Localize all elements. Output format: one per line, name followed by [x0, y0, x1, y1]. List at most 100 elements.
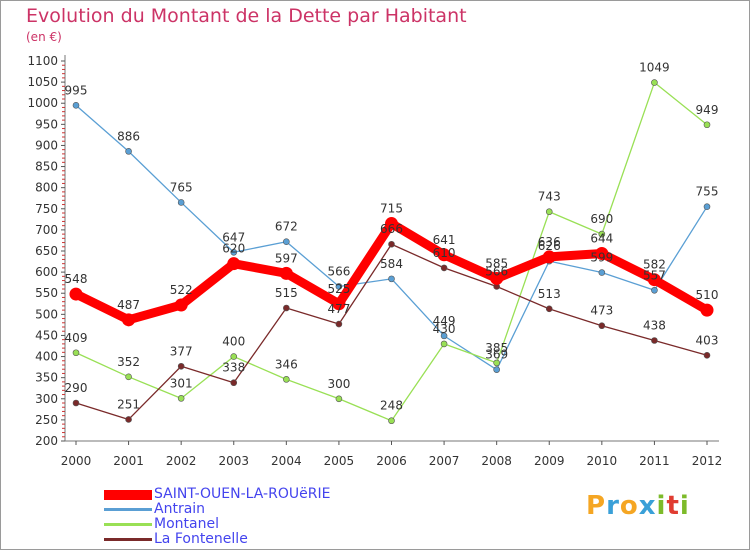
- data-label-montanel: 385: [485, 341, 508, 355]
- data-label-saint-ouen-la-rou-rie: 582: [643, 258, 666, 272]
- data-label-saint-ouen-la-rou-rie: 641: [433, 233, 456, 247]
- data-point-montanel: [703, 121, 711, 129]
- data-label-antrain: 886: [117, 129, 140, 143]
- data-label-montanel: 409: [65, 331, 88, 345]
- data-point-antrain: [493, 366, 500, 373]
- data-label-montanel: 400: [222, 335, 245, 349]
- data-point-la-fontenelle: [651, 337, 658, 344]
- chart-subtitle: (en €): [26, 30, 62, 44]
- y-tick-label: 450: [35, 328, 58, 342]
- x-tick-label: 2012: [692, 454, 723, 468]
- proxiti-logo: Proxiti: [586, 491, 690, 521]
- data-point-la-fontenelle: [703, 351, 711, 359]
- y-tick-label: 350: [35, 371, 58, 385]
- data-label-montanel: 301: [170, 376, 193, 390]
- data-label-la-fontenelle: 403: [696, 333, 719, 347]
- y-tick-label: 850: [35, 160, 58, 174]
- data-point-saint-ouen-la-rou-rie: [542, 250, 556, 264]
- data-label-saint-ouen-la-rou-rie: 525: [327, 282, 350, 296]
- data-point-montanel: [545, 208, 553, 216]
- data-point-antrain: [125, 148, 132, 155]
- data-point-la-fontenelle: [230, 379, 238, 387]
- data-point-antrain: [703, 203, 711, 210]
- legend-label: SAINT-OUEN-LA-ROUëRIE: [154, 486, 331, 502]
- data-label-antrain: 449: [433, 314, 456, 328]
- data-point-saint-ouen-la-rou-rie: [227, 257, 241, 271]
- legend-swatch: [104, 490, 152, 500]
- logo-letter: r: [606, 491, 620, 521]
- data-point-saint-ouen-la-rou-rie: [279, 266, 293, 280]
- data-label-saint-ouen-la-rou-rie: 644: [590, 232, 613, 246]
- data-label-montanel: 743: [538, 190, 561, 204]
- data-label-montanel: 949: [696, 103, 719, 117]
- data-point-saint-ouen-la-rou-rie: [700, 303, 714, 317]
- data-label-montanel: 352: [117, 355, 140, 369]
- data-label-la-fontenelle: 251: [117, 397, 140, 411]
- x-tick-label: 2002: [166, 454, 197, 468]
- y-tick-label: 950: [35, 117, 58, 131]
- data-label-saint-ouen-la-rou-rie: 715: [380, 202, 403, 216]
- data-point-montanel: [230, 353, 238, 360]
- data-point-saint-ouen-la-rou-rie: [385, 217, 398, 231]
- data-point-montanel: [651, 79, 658, 86]
- data-label-la-fontenelle: 513: [538, 287, 561, 301]
- data-point-la-fontenelle: [283, 304, 290, 312]
- legend-swatch: [104, 508, 152, 511]
- data-point-antrain: [651, 286, 658, 294]
- data-point-la-fontenelle: [177, 362, 185, 370]
- legend-label: La Fontenelle: [154, 531, 248, 547]
- y-tick-label: 1100: [27, 54, 58, 68]
- y-tick-label: 400: [35, 350, 58, 364]
- logo-letter: P: [586, 491, 607, 521]
- data-point-antrain: [440, 332, 448, 340]
- y-tick-label: 800: [35, 181, 58, 195]
- data-label-la-fontenelle: 438: [643, 319, 666, 333]
- data-point-antrain: [598, 269, 606, 276]
- data-point-la-fontenelle: [598, 322, 606, 330]
- data-label-montanel: 346: [275, 357, 298, 371]
- data-point-montanel: [177, 395, 185, 402]
- data-labels: 995 886 765 647 672 566 584 449 369 626 599 557 755 4…: [65, 61, 719, 413]
- data-point-antrain: [388, 275, 395, 283]
- data-point-saint-ouen-la-rou-rie: [647, 273, 661, 287]
- legend-label: Antrain: [154, 501, 206, 517]
- data-label-antrain: 755: [696, 185, 719, 199]
- legend-label: Montanel: [154, 516, 219, 532]
- data-point-la-fontenelle: [72, 399, 80, 407]
- y-tick-label: 250: [35, 413, 58, 427]
- data-point-montanel: [388, 417, 395, 425]
- y-tick-label: 700: [35, 223, 58, 237]
- x-tick-label: 2003: [218, 454, 249, 468]
- x-tick-label: 2010: [587, 454, 618, 468]
- logo-letter: i: [656, 491, 667, 521]
- logo-letter: x: [638, 491, 657, 521]
- y-tick-label: 650: [35, 244, 58, 258]
- y-tick-label: 550: [35, 286, 58, 300]
- data-label-saint-ouen-la-rou-rie: 487: [117, 298, 140, 312]
- data-label-antrain: 566: [327, 264, 350, 278]
- data-label-la-fontenelle: 338: [222, 361, 245, 375]
- data-point-antrain: [230, 248, 238, 256]
- data-point-la-fontenelle: [125, 416, 132, 423]
- data-label-la-fontenelle: 473: [590, 304, 613, 318]
- x-tick-label: 2011: [639, 454, 670, 468]
- data-label-antrain: 672: [275, 220, 298, 234]
- y-tick-label: 200: [35, 434, 58, 448]
- data-label-saint-ouen-la-rou-rie: 620: [222, 242, 245, 256]
- y-tick-label: 1050: [27, 75, 58, 89]
- data-point-saint-ouen-la-rou-rie: [332, 297, 346, 311]
- data-label-antrain: 647: [222, 230, 245, 244]
- data-label-antrain: 995: [65, 83, 88, 97]
- x-tick-label: 2007: [429, 454, 460, 468]
- data-point-saint-ouen-la-rou-rie: [595, 247, 609, 261]
- data-point-antrain: [335, 283, 343, 290]
- data-label-la-fontenelle: 666: [380, 222, 403, 236]
- data-label-montanel: 690: [590, 212, 613, 226]
- data-label-la-fontenelle: 610: [433, 246, 456, 260]
- series-points: [69, 79, 714, 425]
- x-tick-label: 2005: [324, 454, 355, 468]
- logo-letter: o: [619, 491, 639, 521]
- legend-swatch: [104, 538, 152, 541]
- data-label-la-fontenelle: 377: [170, 344, 193, 358]
- y-tick-label: 750: [35, 202, 58, 216]
